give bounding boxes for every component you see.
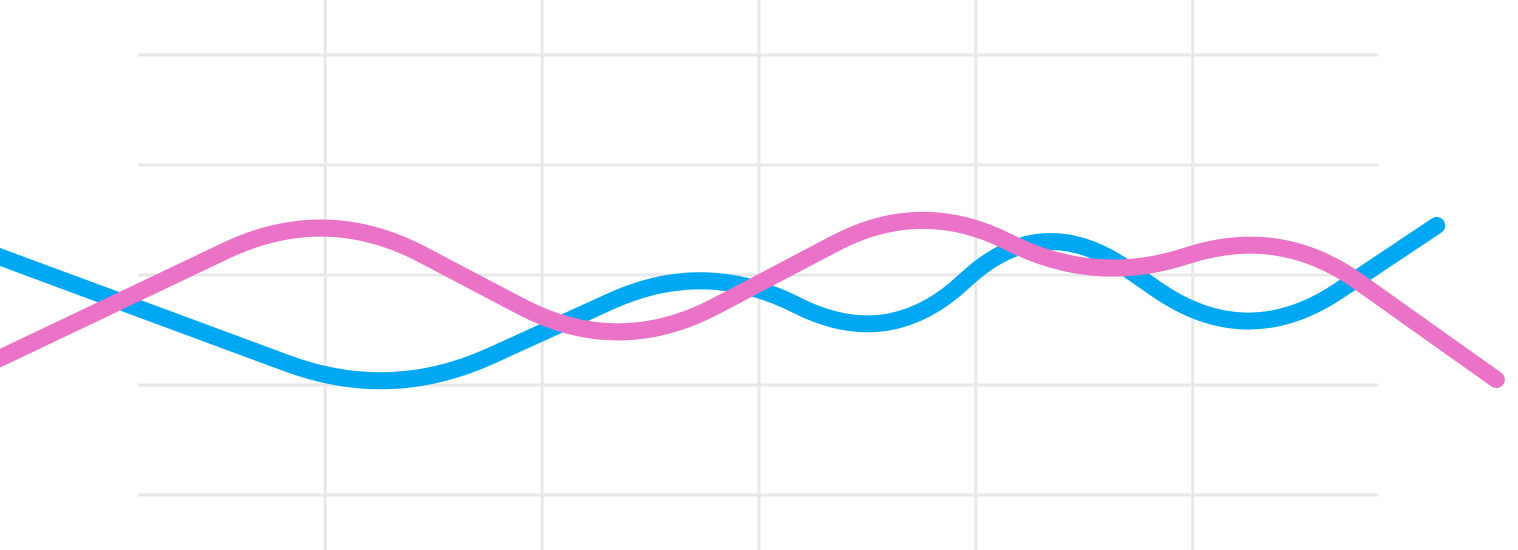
series-line-1 — [0, 217, 1446, 390]
chart-series — [0, 211, 1505, 390]
series-line-2 — [0, 211, 1505, 388]
